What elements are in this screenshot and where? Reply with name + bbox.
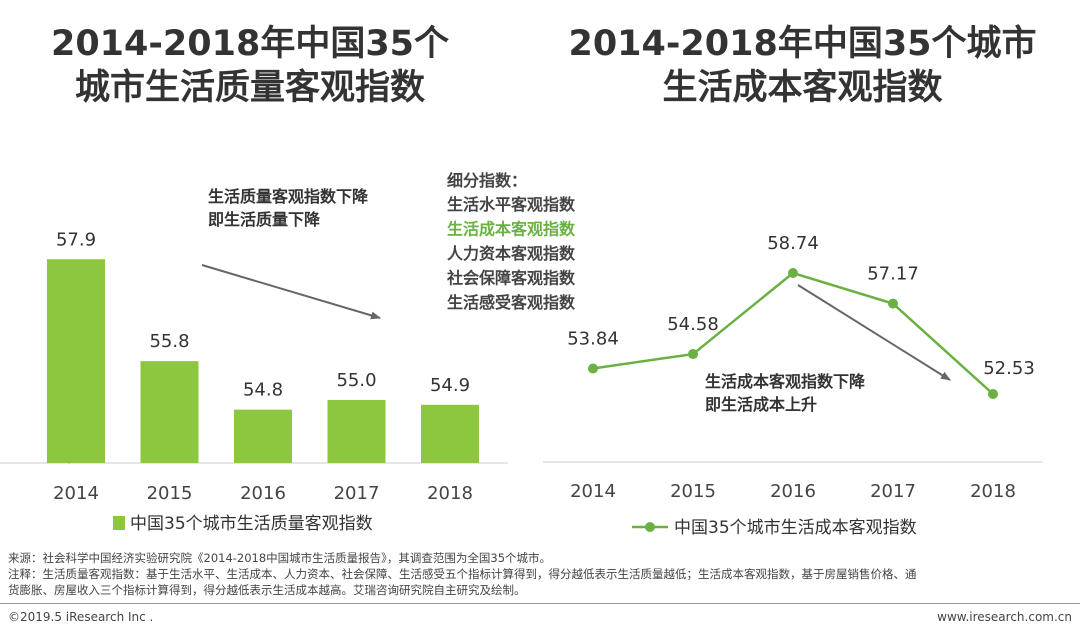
footer-divider: [0, 603, 1080, 604]
line-x-tick-label-2018: 2018: [970, 481, 1016, 502]
bar-data-label-2015: 55.8: [149, 331, 189, 352]
bar-legend-label: 中国35个城市生活质量客观指数: [130, 514, 373, 534]
left-title-line2: 城市生活质量客观指数: [74, 68, 425, 108]
line-legend-label: 中国35个城市生活成本客观指数: [674, 518, 917, 538]
sub-index-item-5: 生活感受客观指数: [447, 293, 576, 312]
bar-2014: [47, 259, 105, 463]
bar-data-label-2016: 54.8: [243, 380, 283, 401]
sub-index-item-3: 人力资本客观指数: [447, 244, 576, 263]
line-x-tick-label-2016: 2016: [770, 481, 816, 502]
bar-2018: [421, 404, 479, 463]
bar-data-label-2014: 57.9: [56, 229, 96, 250]
bar-2016: [234, 409, 292, 463]
line-data-label-2017: 57.17: [867, 264, 919, 285]
sub-index-heading: 细分指数：: [447, 171, 527, 190]
charts-canvas: 57.9 2014 55.8 2015 54.8 2016 55.0 2017 54.9 2018…: [0, 171, 1043, 538]
bar-legend-swatch: [113, 516, 125, 530]
right-title-line1: 2014-2018年中国35个城市: [568, 24, 1037, 64]
line-point-2014: [588, 363, 598, 374]
line-data-label-2018: 52.53: [983, 358, 1035, 379]
bar-x-tick-label-2016: 2016: [240, 483, 286, 504]
line-point-2015: [688, 349, 698, 360]
line-annotation-line1: 生活成本客观指数下降: [705, 372, 866, 391]
line-data-label-2014: 53.84: [567, 328, 619, 349]
bar-x-tick-label-2014: 2014: [53, 483, 99, 504]
bar-data-label-2017: 55.0: [336, 370, 376, 391]
line-legend-marker: [645, 522, 655, 532]
bar-trend-arrow: [201, 264, 381, 320]
footer-source: 来源：社会科学中国经济实验研究院《2014-2018中国城市生活质量报告》，其调…: [8, 551, 552, 565]
left-chart-title: 2014-2018年中国35个 城市生活质量客观指数: [20, 22, 480, 110]
footer-website: www.iresearch.com.cn: [937, 610, 1072, 624]
right-title-line2: 生活成本客观指数: [662, 68, 943, 108]
bar-x-tick-label-2015: 2015: [147, 483, 193, 504]
sub-index-item-1: 生活水平客观指数: [447, 195, 576, 214]
bar-2017: [327, 399, 386, 463]
line-trend-arrow: [797, 284, 951, 381]
line-point-2017: [888, 298, 898, 309]
line-point-2016: [788, 268, 798, 278]
line-x-tick-label-2017: 2017: [870, 481, 916, 502]
bar-x-tick-label-2017: 2017: [334, 483, 380, 504]
line-data-label-2015: 54.58: [667, 314, 719, 335]
line-data-label-2016: 58.74: [767, 233, 819, 254]
bar-2015: [140, 361, 199, 463]
sub-index-item-2: 生活成本客观指数: [447, 220, 576, 239]
line-point-2018: [988, 389, 998, 399]
footer-note-line1: 注释：生活质量客观指数：基于生活水平、生活成本、人力资本、社会保障、生活感受五个…: [8, 567, 917, 581]
line-x-tick-label-2015: 2015: [670, 481, 716, 502]
footer-copyright: ©2019.5 iResearch Inc .: [8, 610, 154, 624]
line-x-tick-label-2014: 2014: [570, 481, 616, 502]
bar-data-label-2018: 54.9: [430, 375, 470, 396]
bar-x-tick-label-2018: 2018: [427, 483, 473, 504]
footer-note-line2: 货膨胀、房屋收入三个指标计算得到，得分越低表示生活成本越高。艾瑞咨询研究院自主研…: [8, 583, 526, 597]
line-annotation-line2: 即生活成本上升: [705, 395, 817, 414]
sub-index-item-4: 社会保障客观指数: [446, 269, 576, 288]
bar-annotation-line1: 生活质量客观指数下降: [208, 187, 369, 206]
bar-annotation-line2: 即生活质量下降: [208, 210, 321, 229]
left-title-line1: 2014-2018年中国35个: [50, 24, 450, 64]
right-chart-title: 2014-2018年中国35个城市 生活成本客观指数: [540, 22, 1065, 110]
